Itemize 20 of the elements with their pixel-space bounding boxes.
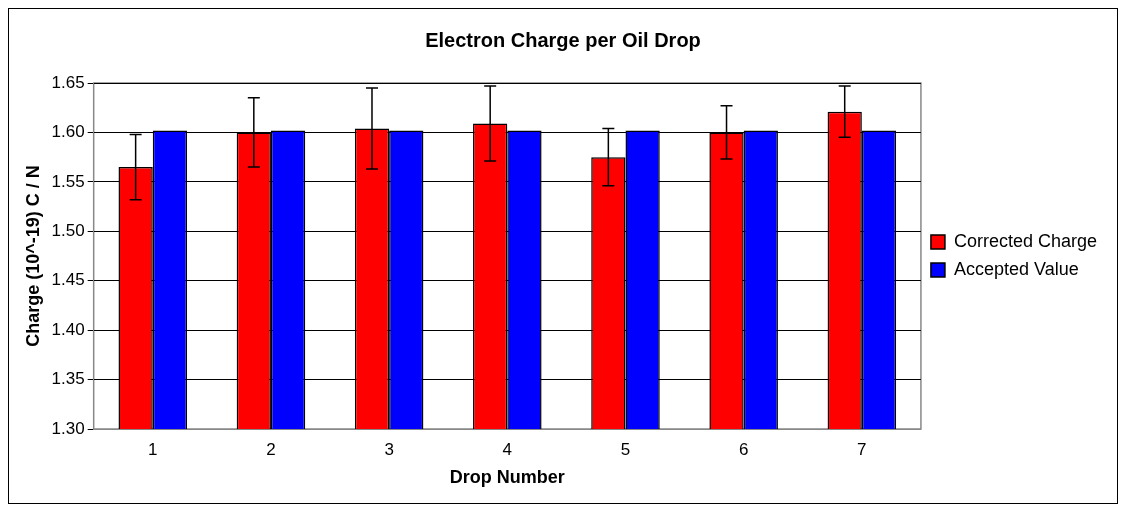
y-tick-label: 1.65 xyxy=(51,72,85,92)
x-tick-label: 1 xyxy=(148,439,158,459)
y-tick-label: 1.35 xyxy=(51,369,85,389)
y-tick-label: 1.55 xyxy=(51,171,85,191)
y-axis-title: Charge (10^-19) C / N xyxy=(22,165,43,347)
legend-label: Corrected Charge xyxy=(953,230,1098,251)
y-tick-label: 1.60 xyxy=(51,122,85,142)
x-tick-label: 7 xyxy=(857,439,867,459)
y-tick-label: 1.40 xyxy=(51,319,85,339)
x-tick-label: 2 xyxy=(266,439,276,459)
x-tick-label: 5 xyxy=(620,439,631,459)
y-tick-label: 1.30 xyxy=(51,418,85,438)
y-tick-label: 1.50 xyxy=(51,220,85,240)
chart-title: Electron Charge per Oil Drop xyxy=(425,28,701,51)
x-axis-title: Drop Number xyxy=(449,467,565,488)
y-tick-label: 1.45 xyxy=(51,270,85,290)
x-tick-label: 6 xyxy=(738,439,749,459)
x-tick-label: 3 xyxy=(384,439,394,459)
legend-label: Accepted Value xyxy=(953,258,1079,279)
x-tick-label: 4 xyxy=(502,439,513,459)
